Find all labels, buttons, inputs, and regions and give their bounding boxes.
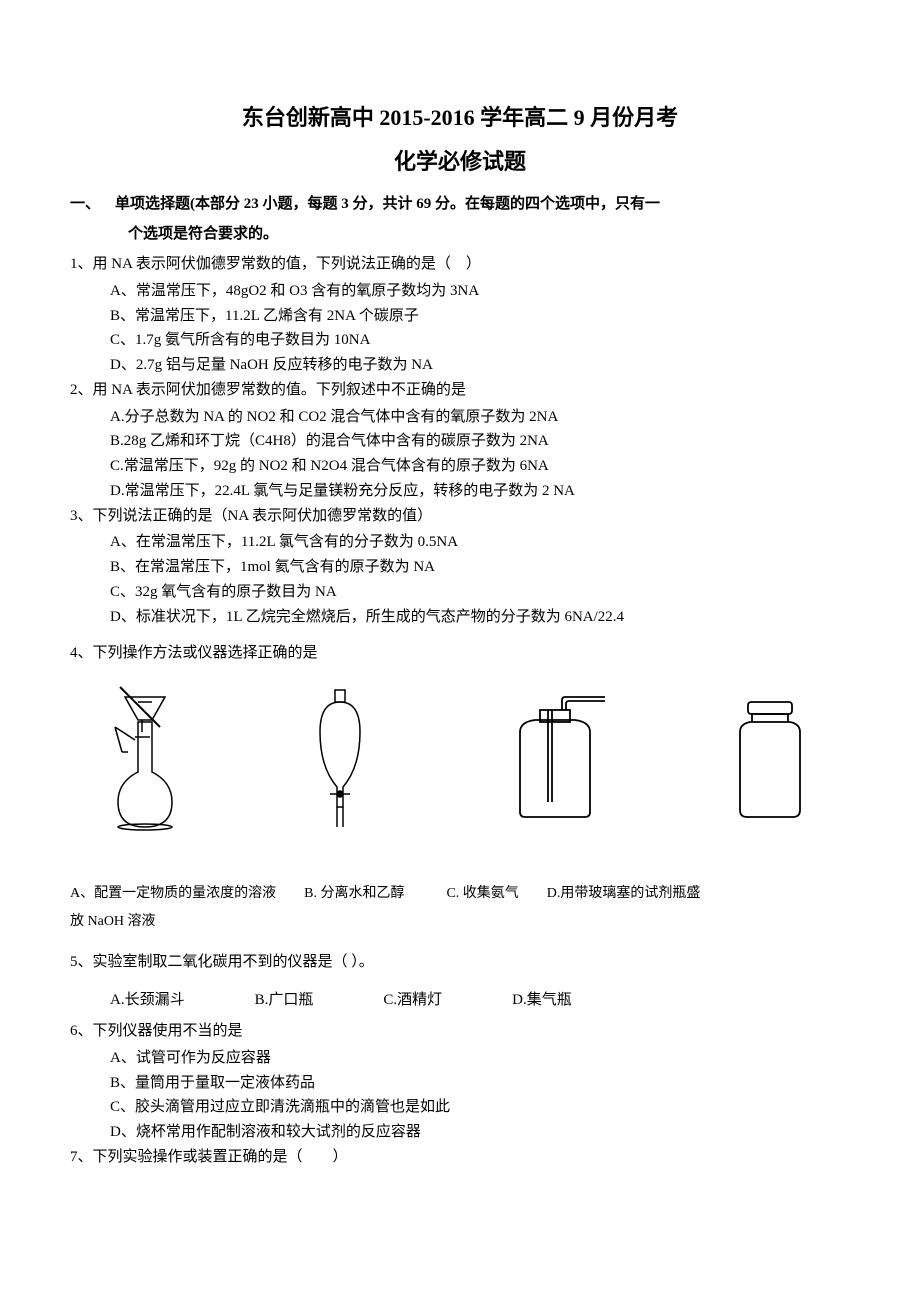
apparatus-b-separating-funnel	[300, 682, 380, 832]
q1-option-c: C、1.7g 氨气所含有的电子数目为 10NA	[70, 328, 850, 353]
apparatus-c-gas-collection-bottle	[490, 682, 610, 832]
q3-option-b: B、在常温常压下，1mol 氦气含有的原子数为 NA	[70, 555, 850, 580]
q4-options-line2: 放 NaOH 溶液	[70, 910, 850, 934]
q2-option-c: C.常温常压下，92g 的 NO2 和 N2O4 混合气体含有的原子数为 6NA	[70, 454, 850, 479]
q2-option-d: D.常温常压下，22.4L 氯气与足量镁粉充分反应，转移的电子数为 2 NA	[70, 479, 850, 504]
q6-option-b: B、量筒用于量取一定液体药品	[70, 1071, 850, 1096]
q7-stem: 7、下列实验操作或装置正确的是（ ）	[70, 1145, 850, 1170]
q5-option-d: D.集气瓶	[512, 988, 572, 1013]
section-1-header-line2: 个选项是符合要求的。	[70, 222, 850, 246]
q4-stem: 4、下列操作方法或仪器选择正确的是	[70, 641, 850, 666]
q5-option-a: A.长颈漏斗	[110, 988, 185, 1013]
section-1-header-line1: 一、 单项选择题(本部分 23 小题，每题 3 分，共计 69 分。在每题的四个…	[70, 192, 850, 216]
volumetric-flask-icon	[100, 682, 190, 832]
separating-funnel-icon	[300, 682, 380, 832]
q6-option-c: C、胶头滴管用过应立即清洗滴瓶中的滴管也是如此	[70, 1095, 850, 1120]
q6-option-a: A、试管可作为反应容器	[70, 1046, 850, 1071]
q5-stem: 5、实验室制取二氧化碳用不到的仪器是（ ）。	[70, 950, 850, 975]
apparatus-d-reagent-bottle	[720, 682, 820, 832]
q3-stem: 3、下列说法正确的是（NA 表示阿伏加德罗常数的值）	[70, 504, 850, 529]
q3-option-c: C、32g 氧气含有的原子数目为 NA	[70, 580, 850, 605]
q5-option-c: C.酒精灯	[383, 988, 442, 1013]
q6-option-d: D、烧杯常用作配制溶液和较大试剂的反应容器	[70, 1120, 850, 1145]
q6-stem: 6、下列仪器使用不当的是	[70, 1019, 850, 1044]
gas-bottle-icon	[490, 682, 610, 832]
exam-title-sub: 化学必修试题	[70, 144, 850, 176]
q5-option-b: B.广口瓶	[255, 988, 314, 1013]
q5-options-row: A.长颈漏斗 B.广口瓶 C.酒精灯 D.集气瓶	[70, 988, 850, 1013]
apparatus-figures-row	[70, 682, 850, 832]
q2-option-b: B.28g 乙烯和环丁烷（C4H8）的混合气体中含有的碳原子数为 2NA	[70, 429, 850, 454]
q1-stem: 1、用 NA 表示阿伏伽德罗常数的值，下列说法正确的是（ ）	[70, 252, 850, 277]
q1-option-d: D、2.7g 铝与足量 NaOH 反应转移的电子数为 NA	[70, 353, 850, 378]
q1-option-a: A、常温常压下，48gO2 和 O3 含有的氧原子数均为 3NA	[70, 279, 850, 304]
exam-title-main: 东台创新高中 2015-2016 学年高二 9 月份月考	[70, 100, 850, 132]
apparatus-a-volumetric-flask	[100, 682, 190, 832]
q2-stem: 2、用 NA 表示阿伏加德罗常数的值。下列叙述中不正确的是	[70, 378, 850, 403]
q4-options-line1: A、配置一定物质的量浓度的溶液 B. 分离水和乙醇 C. 收集氨气 D.用带玻璃…	[70, 882, 850, 906]
q3-option-d: D、标准状况下，1L 乙烷完全燃烧后，所生成的气态产物的分子数为 6NA/22.…	[70, 605, 850, 630]
q1-option-b: B、常温常压下，11.2L 乙烯含有 2NA 个碳原子	[70, 304, 850, 329]
reagent-bottle-icon	[720, 682, 820, 832]
q2-option-a: A.分子总数为 NA 的 NO2 和 CO2 混合气体中含有的氧原子数为 2NA	[70, 405, 850, 430]
q3-option-a: A、在常温常压下，11.2L 氯气含有的分子数为 0.5NA	[70, 530, 850, 555]
